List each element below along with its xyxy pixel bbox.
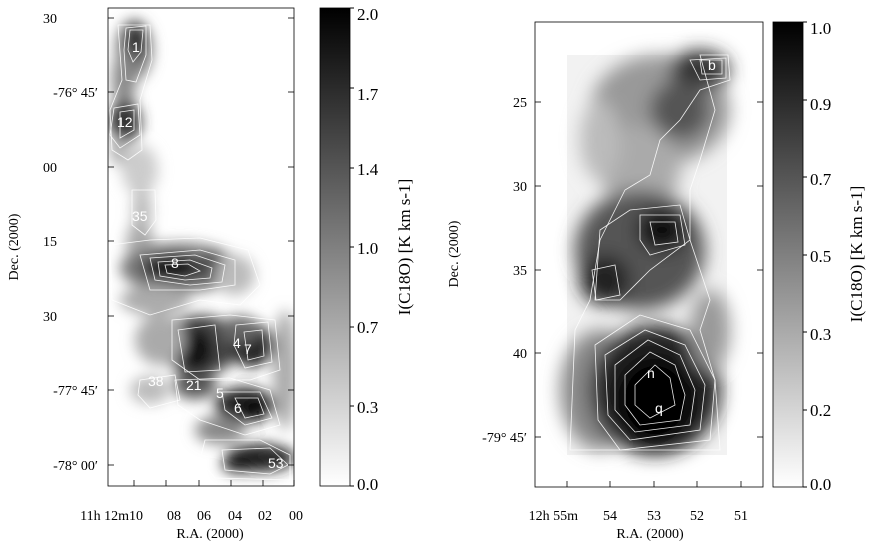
left-y-tick-label: -77° 45′: [53, 384, 98, 399]
right-colorbar-tick: 0.7: [810, 170, 832, 189]
source-label-8: 8: [171, 255, 179, 271]
left-y-axis-title: Dec. (2000): [7, 213, 22, 280]
right-y-tick-label: -79° 45′: [482, 431, 527, 446]
right-y-axis: 25 30 35 40 -79° 45′: [482, 96, 763, 446]
left-map-panel: 1 12 35 8 4 7 38 21 5 6 53: [7, 7, 303, 542]
right-intensity-map: b n q: [560, 50, 731, 455]
left-y-tick-label: -76° 45′: [53, 86, 98, 101]
right-y-tick-label: 35: [513, 264, 527, 279]
left-colorbar-tick: 1.4: [357, 160, 379, 179]
left-x-tick-label: 02: [258, 509, 272, 524]
source-label-53: 53: [268, 455, 284, 471]
right-colorbar-tick: 0.9: [810, 95, 831, 114]
source-label-38: 38: [148, 373, 164, 389]
source-label-n: n: [647, 365, 655, 381]
source-label-35: 35: [132, 208, 148, 224]
left-colorbar-tick: 0.0: [357, 475, 378, 494]
left-y-axis: 30 -76° 45′ 00 15 30 -77° 45′ -78° 00′: [43, 12, 294, 474]
right-x-axis-title: R.A. (2000): [616, 527, 684, 542]
right-x-tick-label: 12h 55m: [529, 509, 579, 524]
left-x-tick-label: 11h 12m10: [80, 509, 143, 524]
source-label-21: 21: [186, 377, 202, 393]
left-intensity-map: 1 12 35 8 4 7 38 21 5 6 53: [109, 20, 294, 481]
left-x-tick-label: 04: [228, 509, 242, 524]
right-y-tick-label: 30: [513, 180, 527, 195]
right-x-tick-label: 52: [690, 509, 704, 524]
right-x-axis: 12h 55m 54 53 52 51: [529, 481, 748, 524]
right-plot-frame: [534, 21, 764, 488]
left-colorbar-tick: 1.7: [357, 85, 379, 104]
right-source-labels: b n q: [647, 57, 716, 416]
source-label-1: 1: [132, 39, 140, 55]
left-contours: [109, 24, 291, 481]
left-x-axis: 11h 12m10 08 06 04 02 00: [80, 480, 303, 524]
source-label-q: q: [655, 400, 663, 416]
left-colorbar: 2.0 1.7 1.4 1.0 0.7 0.3 0.0 I(C18O) [K k…: [319, 5, 414, 494]
right-y-tick-label: 25: [513, 96, 527, 111]
left-source-labels: 1 12 35 8 4 7 38 21 5 6 53: [117, 39, 284, 471]
right-x-tick-label: 51: [734, 509, 748, 524]
left-plot-frame: [107, 7, 295, 487]
source-label-b: b: [708, 57, 716, 73]
left-x-axis-title: R.A. (2000): [176, 527, 244, 542]
right-colorbar-tick: 0.2: [810, 401, 831, 420]
source-label-12: 12: [117, 114, 133, 130]
left-x-tick-label: 00: [289, 509, 303, 524]
right-contours: [569, 54, 731, 451]
source-label-4: 4: [233, 335, 241, 351]
left-y-tick-label: 30: [43, 310, 57, 325]
left-y-tick-label: 00: [43, 161, 57, 176]
left-y-tick-label: 15: [43, 235, 57, 250]
source-label-5: 5: [216, 385, 224, 401]
right-y-axis-title: Dec. (2000): [447, 220, 462, 287]
right-x-tick-label: 54: [603, 509, 617, 524]
source-label-7: 7: [244, 341, 252, 357]
source-label-6: 6: [234, 400, 242, 416]
right-colorbar-tick: 0.5: [810, 247, 831, 266]
right-y-tick-label: 40: [513, 347, 527, 362]
left-colorbar-tick: 0.3: [357, 398, 378, 417]
left-x-tick-label: 08: [167, 509, 181, 524]
right-x-tick-label: 53: [647, 509, 661, 524]
right-colorbar-title: I(C18O) [K km s-1]: [847, 186, 866, 322]
left-colorbar-tick: 2.0: [357, 5, 378, 24]
left-colorbar-tick: 0.7: [357, 318, 379, 337]
left-y-tick-label: -78° 00′: [53, 459, 98, 474]
right-map-panel: b n q 25 30 35 40 -79° 45′ Dec. (2000): [447, 21, 764, 542]
right-colorbar-tick: 0.3: [810, 325, 831, 344]
left-y-tick-label: 30: [43, 12, 57, 27]
right-colorbar-tick: 1.0: [810, 19, 831, 38]
right-colorbar: 1.0 0.9 0.7 0.5 0.3 0.2 0.0 I(C18O) [K k…: [772, 19, 866, 494]
left-x-tick-label: 06: [197, 509, 211, 524]
left-colorbar-tick: 1.0: [357, 239, 378, 258]
right-colorbar-tick: 0.0: [810, 475, 831, 494]
left-colorbar-title: I(C18O) [K km s-1]: [395, 179, 414, 315]
